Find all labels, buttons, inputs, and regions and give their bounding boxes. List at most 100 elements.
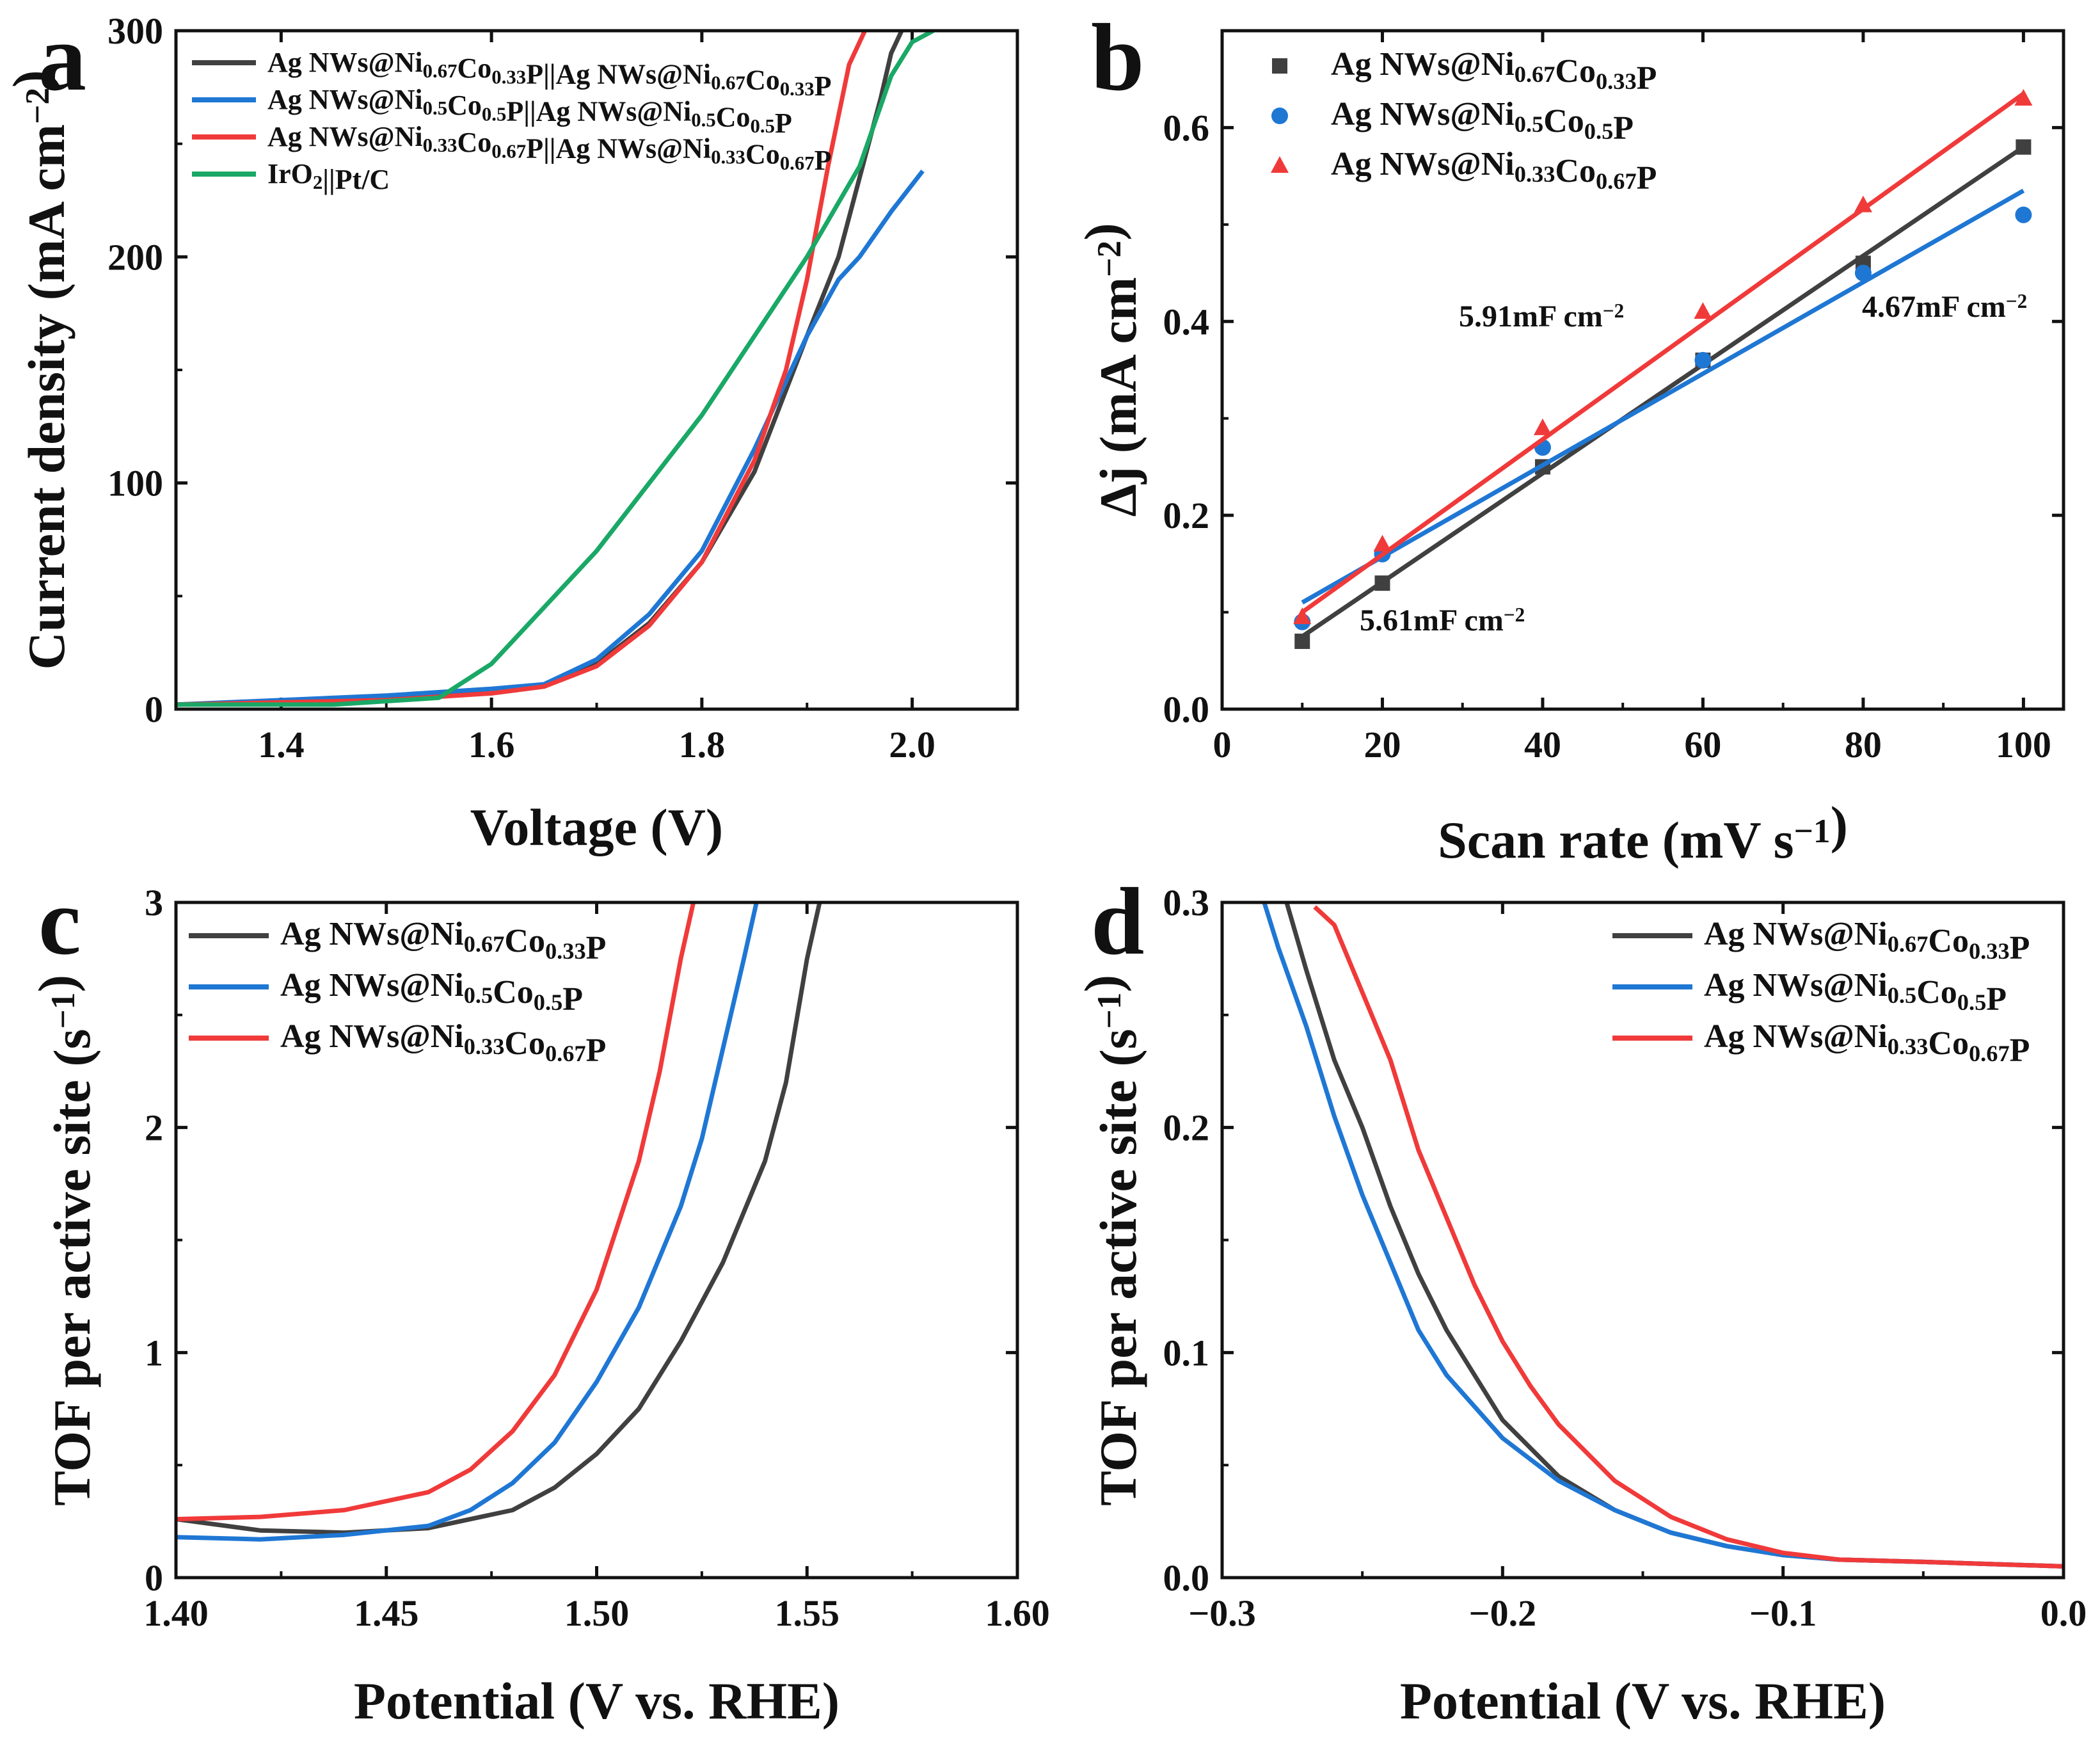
panel-c: c 1.40 1.45 1.50 1.55 1.60 0 1 2 3 Potential (V vs…: [28, 868, 1050, 1730]
x-tick-label: 20: [1364, 724, 1401, 765]
y-tick-label: 3: [145, 882, 163, 924]
x-tick-label: 40: [1524, 724, 1561, 765]
x-tick-label: 80: [1845, 724, 1882, 765]
series-line-red: [1313, 905, 2064, 1569]
plot-area: [1262, 902, 2064, 1569]
legend-label: Ag NWs@Ni0.67Co0.33P: [1331, 46, 1657, 97]
x-tick-label: 1.40: [143, 1592, 209, 1634]
slope-label: 4.67mF cm−2: [1862, 290, 2027, 324]
data-point: [1374, 575, 1390, 591]
plot-area: [176, 31, 935, 707]
x-axis-title: Scan rate (mV s−1): [1438, 796, 1848, 869]
legend-label: Ag NWs@Ni0.5Co0.5P: [1704, 967, 2007, 1018]
slope-label: 5.61mF cm−2: [1360, 604, 1525, 637]
x-tick-label: 1.4: [258, 724, 305, 765]
axes-frame: [1220, 901, 2065, 1580]
data-point: [1373, 534, 1392, 552]
y-tick-label: 0.0: [1163, 1557, 1210, 1599]
data-point: [1694, 351, 1712, 369]
panel-letter: a: [38, 4, 86, 111]
series-line-red: [176, 31, 867, 707]
y-tick-label: 1: [145, 1332, 163, 1373]
fit-line-black: [1301, 145, 2025, 639]
plot-area: [176, 902, 822, 1542]
x-axis-title: Potential (V vs. RHE): [354, 1672, 839, 1730]
panel-d: d −0.3 −0.2 −0.1 0.0 0.0 0.1 0.2 0.3 Potential (V…: [1074, 868, 2087, 1730]
x-axis-title: Potential (V vs. RHE): [1400, 1672, 1886, 1730]
y-tick-label: 0.0: [1163, 689, 1210, 730]
data-point: [2016, 139, 2032, 155]
x-tick-label: 0.0: [2040, 1592, 2087, 1634]
panel-letter: d: [1091, 868, 1144, 975]
series-line-blue: [176, 169, 925, 707]
y-tick-label: 2: [145, 1107, 163, 1149]
x-axis-title: Voltage (V): [470, 798, 724, 856]
y-axis-title: Current density (mA cm−2): [2, 70, 76, 670]
data-point: [1694, 302, 1712, 319]
series-line-green: [176, 31, 935, 707]
x-tick-label: 1.55: [775, 1592, 840, 1634]
legend-label: Ag NWs@Ni0.67Co0.33P: [1704, 916, 2030, 966]
data-point: [1854, 195, 1872, 212]
panel-b: b 0 20 40 60 80 100 0.0 0.2 0.4 0.6 Scan rate (mV s…: [1074, 4, 2065, 869]
legend-label: Ag NWs@Ni0.67Co0.33P||Ag NWs@Ni0.67Co0.3…: [267, 47, 832, 102]
series-line-red: [176, 902, 696, 1522]
y-tick-label: 0.3: [1163, 882, 1210, 924]
legend-label: Ag NWs@Ni0.5Co0.5P: [280, 967, 583, 1018]
legend-label: Ag NWs@Ni0.5Co0.5P||Ag NWs@Ni0.5Co0.5P: [267, 84, 792, 139]
x-tick-label: 1.45: [354, 1592, 419, 1634]
x-tick-label: 0: [1213, 724, 1232, 765]
legend-marker: [1271, 156, 1289, 173]
slope-label: 5.91mF cm−2: [1459, 300, 1624, 333]
x-tick-label: 2.0: [889, 724, 935, 765]
legend-label: Ag NWs@Ni0.33Co0.67P: [280, 1018, 606, 1069]
x-tick-label: −0.2: [1469, 1592, 1537, 1634]
legend-label: Ag NWs@Ni0.67Co0.33P: [280, 916, 606, 966]
data-point: [1533, 418, 1552, 435]
x-tick-label: 1.6: [468, 724, 515, 765]
panel-letter: c: [38, 868, 81, 975]
y-tick-label: 0.2: [1163, 495, 1210, 536]
legend-marker: [1272, 58, 1287, 74]
axes-frame: [174, 29, 1019, 711]
data-point: [1294, 634, 1310, 649]
legend-label: Ag NWs@Ni0.33Co0.67P||Ag NWs@Ni0.33Co0.6…: [267, 121, 832, 176]
axes-frame: [1220, 29, 2065, 711]
legend-label: Ag NWs@Ni0.5Co0.5P: [1331, 96, 1634, 147]
y-tick-label: 200: [107, 236, 163, 278]
panel-a: a 1.4 1.6 1.8 2.0 0 100 200 300 Voltage (V) Curren…: [2, 4, 1019, 856]
y-axis-title: TOF per active site (s−1): [28, 975, 101, 1506]
axes-frame: [174, 901, 1019, 1580]
y-tick-label: 300: [107, 10, 163, 52]
panel-letter: b: [1091, 4, 1144, 111]
x-tick-label: 1.8: [679, 724, 726, 765]
fit-line-red: [1301, 92, 2025, 614]
series-line-blue: [176, 902, 759, 1542]
y-axis-title: TOF per active site (s−1): [1074, 975, 1147, 1506]
x-tick-label: 1.60: [985, 1592, 1050, 1634]
y-tick-label: 0: [145, 1557, 163, 1599]
legend-label: Ag NWs@Ni0.33Co0.67P: [1704, 1018, 2030, 1069]
x-tick-label: 1.50: [564, 1592, 630, 1634]
x-tick-label: 100: [1996, 724, 2051, 765]
legend: Ag NWs@Ni0.67Co0.33P||Ag NWs@Ni0.67Co0.3…: [192, 47, 832, 195]
legend-label: Ag NWs@Ni0.33Co0.67P: [1331, 146, 1657, 196]
y-tick-label: 0.4: [1163, 301, 1210, 342]
data-point: [2014, 89, 2033, 106]
y-tick-label: 100: [107, 463, 163, 504]
fit-line-blue: [1301, 188, 2025, 605]
data-point: [2015, 206, 2032, 223]
y-tick-label: 0.2: [1163, 1107, 1210, 1149]
data-point: [1293, 607, 1312, 625]
legend-marker: [1271, 108, 1288, 124]
x-tick-label: −0.1: [1749, 1592, 1817, 1634]
y-tick-label: 0: [145, 689, 163, 730]
legend-label: IrO2||Pt/C: [267, 158, 390, 195]
y-tick-label: 0.6: [1163, 107, 1210, 148]
y-tick-label: 0.1: [1163, 1332, 1210, 1373]
data-point: [1854, 264, 1872, 282]
x-tick-label: −0.3: [1188, 1592, 1256, 1634]
